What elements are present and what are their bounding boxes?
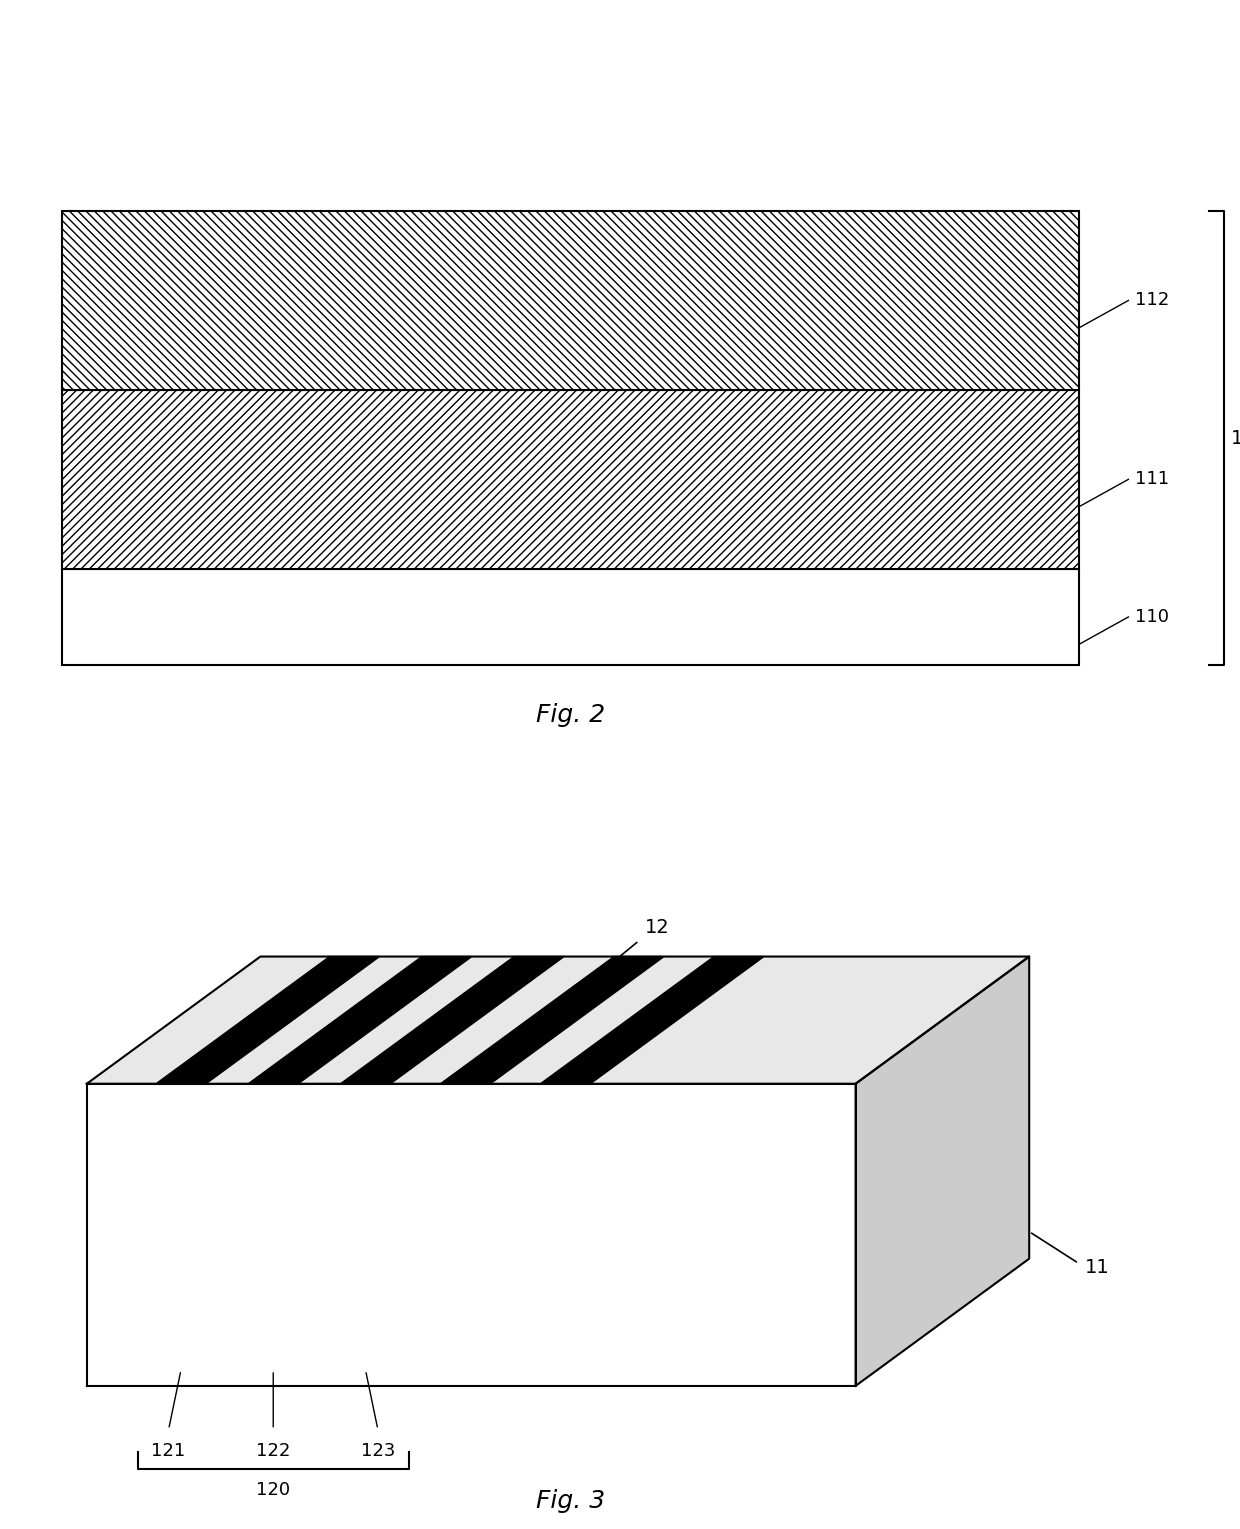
Text: 120: 120 <box>257 1482 290 1500</box>
Polygon shape <box>341 957 564 1084</box>
Text: Fig. 2: Fig. 2 <box>536 703 605 726</box>
Text: 121: 121 <box>151 1442 186 1460</box>
Polygon shape <box>156 957 379 1084</box>
Text: 112: 112 <box>1135 292 1169 309</box>
Polygon shape <box>87 957 1029 1084</box>
Polygon shape <box>248 957 472 1084</box>
Polygon shape <box>856 957 1029 1385</box>
Text: 111: 111 <box>1135 471 1169 488</box>
Bar <box>62 211 1079 390</box>
Bar <box>62 390 1079 569</box>
Text: 110: 110 <box>1135 609 1168 625</box>
Text: 123: 123 <box>361 1442 396 1460</box>
Text: Fig. 3: Fig. 3 <box>536 1489 605 1514</box>
Text: 12: 12 <box>645 917 670 937</box>
Polygon shape <box>541 957 764 1084</box>
Polygon shape <box>87 1084 856 1385</box>
Bar <box>62 569 1079 665</box>
Text: 11: 11 <box>1231 428 1240 448</box>
Text: 122: 122 <box>255 1442 290 1460</box>
Text: 11: 11 <box>1085 1258 1110 1277</box>
Polygon shape <box>440 957 665 1084</box>
